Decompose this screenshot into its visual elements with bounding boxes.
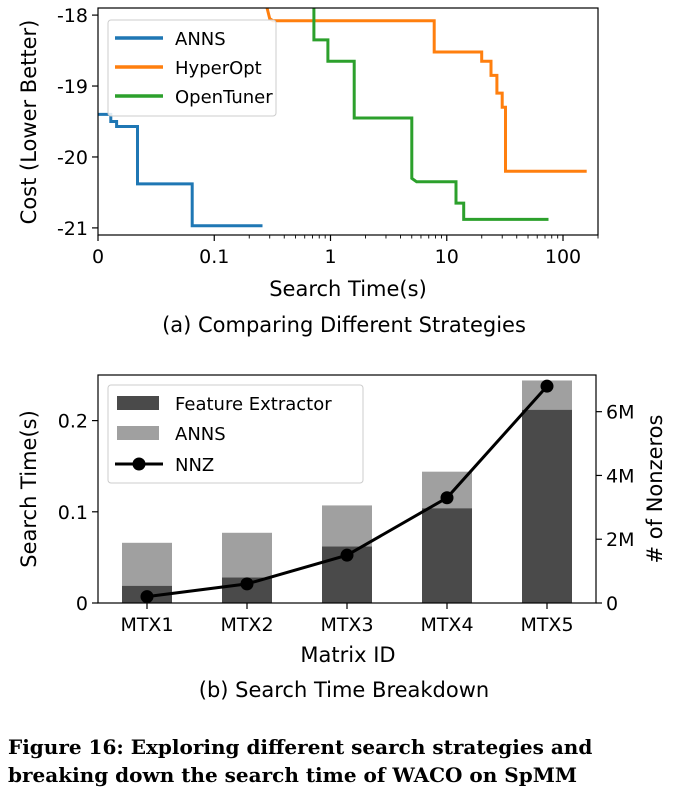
series-line-opentuner [312,8,549,221]
x-tick-label-mtx5: MTX5 [520,614,573,636]
nnz-point-mtx3 [340,548,354,562]
y2-tick-label: 4M [606,465,634,487]
chart-b-caption: (b) Search Time Breakdown [199,678,489,702]
chart-b-legend: Feature Extractor ANNS NNZ [107,384,364,484]
y-tick-label: -19 [57,76,88,98]
legend-label-feature-extractor: Feature Extractor [175,394,332,415]
chart-a-ticks-group: 0 0.1 1 10 100 -18 -19 -20 -21 [57,5,599,268]
chart-b-y2-axis-label: # of Nonzeros [643,415,667,564]
chart-a-caption: (a) Comparing Different Strategies [162,313,526,337]
bar-feature-extractor-mtx5 [522,409,572,603]
y2-tick-label: 2M [606,529,634,551]
chart-b-bars-group [122,380,572,603]
chart-a-legend-box [107,19,277,117]
chart-b-ticks-group: MTX1 MTX2 MTX3 MTX4 MTX5 0 0.1 0.2 0 2M 4M 6M [58,402,635,636]
nnz-point-mtx2 [240,577,254,591]
chart-a-axes-frame [97,7,599,236]
chart-b: MTX1 MTX2 MTX3 MTX4 MTX5 0 0.1 0.2 0 2M 4M 6M Featu… [17,374,667,702]
x-tick-label: 100 [545,246,581,268]
chart-a-y-axis-label: Cost (Lower Better) [17,20,41,225]
y-tick-label: -21 [57,218,88,240]
x-tick-label-mtx3: MTX3 [320,614,373,636]
y-tick-label: 0.1 [58,502,88,524]
chart-a-legend: ANNS HyperOpt OpenTuner [107,19,277,117]
y-tick-label: 0 [76,593,88,615]
x-tick-label-mtx2: MTX2 [220,614,273,636]
nnz-point-mtx5 [540,379,554,393]
legend-label-opentuner: OpenTuner [175,87,273,108]
x-tick-label: 0.1 [199,246,229,268]
bar-anns-mtx2 [222,532,272,578]
x-tick-label-mtx4: MTX4 [420,614,473,636]
legend-label-anns-bar: ANNS [175,424,226,445]
bar-feature-extractor-mtx4 [422,508,472,603]
bar-anns-mtx3 [322,505,372,547]
legend-label-hyperopt: HyperOpt [175,58,262,79]
bar-anns-mtx1 [122,542,172,586]
series-line-anns [98,112,263,228]
x-tick-label: 10 [435,246,459,268]
y2-tick-label: 6M [606,402,634,424]
chart-b-x-axis-label: Matrix ID [300,643,395,667]
legend-swatch-anns-bar [117,426,159,440]
chart-b-nnz-line-group [140,379,554,604]
chart-b-y-axis-label: Search Time(s) [17,410,41,568]
figure-canvas: 0 0.1 1 10 100 -18 -19 -20 -21 ANNS HyperOpt Ope… [17,5,667,702]
y-tick-label: 0.2 [58,411,88,433]
chart-a-x-axis-label: Search Time(s) [269,277,427,301]
legend-swatch-feature-extractor [117,396,159,410]
x-tick-label-mtx1: MTX1 [120,614,173,636]
figure-caption: Figure 16: Exploring different search st… [8,735,593,787]
y2-tick-label: 0 [606,593,618,615]
x-tick-label: 1 [324,246,336,268]
chart-a: 0 0.1 1 10 100 -18 -19 -20 -21 ANNS HyperOpt Ope… [17,5,599,337]
legend-label-nnz: NNZ [175,455,214,476]
legend-swatch-nnz-marker [132,457,146,471]
nnz-point-mtx1 [140,590,154,604]
y-tick-label: -18 [57,5,88,27]
x-tick-label: 0 [92,246,104,268]
legend-label-anns: ANNS [175,29,226,50]
chart-a-series-group [98,8,587,228]
chart-b-legend-box [107,384,364,484]
nnz-point-mtx4 [440,491,454,505]
y-tick-label: -20 [57,147,88,169]
series-line-hyperopt [265,8,587,173]
